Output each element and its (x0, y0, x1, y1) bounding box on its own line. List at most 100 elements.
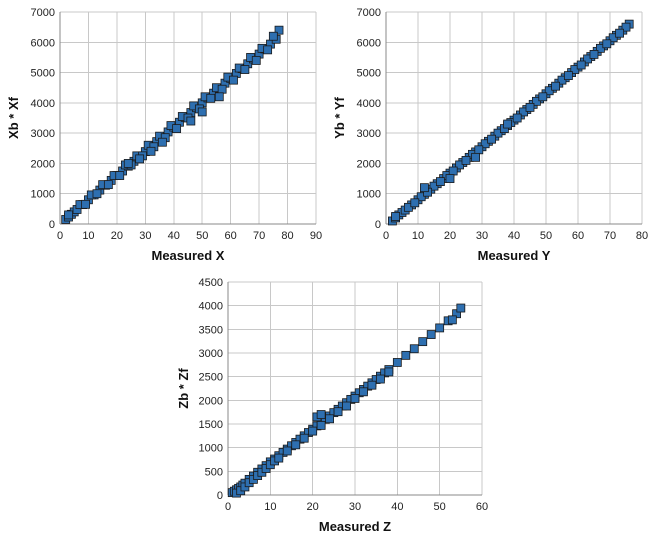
x-tick-label: 40 (168, 230, 180, 242)
y-tick-label: 3000 (31, 128, 55, 140)
scatter-point (229, 75, 238, 85)
scatter-point (316, 421, 326, 430)
chart-x: 0 10 20 30 40 50 60 70 80 90 0 1000 2000 3000 4000 5000… (6, 7, 322, 263)
y-tick-label: 2000 (31, 158, 55, 170)
scatter-point (474, 145, 484, 155)
scatter-point (263, 45, 273, 55)
scatter-point (333, 407, 343, 417)
scatter-point (409, 344, 419, 354)
scatter-point (608, 33, 618, 43)
scatter-point (217, 84, 227, 94)
scatter-point (551, 81, 561, 91)
y-tick-label: 3500 (199, 324, 223, 336)
scatter-point (146, 146, 156, 156)
x-tick-label: 50 (434, 501, 446, 513)
scatter-point (525, 103, 535, 112)
x-tick-label: 60 (225, 230, 237, 242)
x-tick-label: 20 (307, 501, 319, 513)
y-axis-title: Zb * Zf (176, 368, 191, 409)
x-tick-label: 10 (264, 501, 276, 513)
scatter-point (299, 433, 309, 443)
scatter-point (595, 43, 605, 53)
scatter-point (391, 212, 400, 221)
scatter-point (456, 303, 466, 313)
scatter-point (538, 92, 548, 102)
chart-z: 0 10 20 30 40 50 60 0 500 1000 1500 2000 2500 3000 350… (176, 277, 488, 533)
scatter-points (61, 25, 284, 224)
scatter-point (602, 39, 612, 49)
x-tick-label: 30 (139, 230, 151, 242)
y-tick-label: 1000 (199, 443, 223, 455)
scatter-point (115, 171, 125, 180)
x-tick-label: 0 (57, 230, 63, 242)
y-tick-label: 0 (49, 219, 55, 231)
scatter-point (426, 330, 436, 339)
scatter-point (172, 124, 182, 133)
x-tick-label: 50 (540, 230, 552, 242)
y-tick-label: 4000 (31, 98, 55, 110)
scatter-point (81, 199, 90, 209)
y-tick-label: 3000 (199, 348, 223, 360)
x-tick-label: 20 (111, 230, 123, 242)
scatter-point (448, 166, 458, 176)
scatter-point (563, 71, 573, 80)
y-tick-label: 6000 (31, 37, 55, 49)
scatter-point (282, 446, 292, 456)
y-tick-label: 6000 (357, 37, 381, 49)
scatter-point (615, 28, 625, 38)
x-tick-label: 40 (508, 230, 520, 242)
y-tick-label: 2000 (199, 395, 223, 407)
y-tick-label: 7000 (31, 7, 55, 19)
scatter-point (410, 198, 420, 208)
scatter-point (480, 139, 490, 149)
scatter-point (519, 107, 529, 117)
scatter-point (429, 181, 439, 191)
scatter-point (274, 25, 284, 35)
scatter-point (447, 315, 457, 325)
y-tick-label: 0 (375, 219, 381, 231)
scatter-point (570, 65, 580, 74)
scatter-point (401, 350, 411, 360)
scatter-point (268, 31, 278, 41)
scatter-point (420, 183, 429, 193)
y-tick-label: 4500 (199, 277, 223, 289)
y-axis-title: Xb * Xf (6, 96, 21, 139)
y-tick-label: 1000 (357, 189, 381, 201)
scatter-point (493, 128, 503, 138)
scatter-point (503, 119, 513, 129)
scatter-point (435, 323, 445, 333)
x-tick-label: 10 (412, 230, 424, 242)
y-tick-label: 4000 (199, 301, 223, 313)
x-tick-label: 70 (253, 230, 265, 242)
x-axis-title: Measured Y (478, 248, 551, 263)
y-tick-label: 1500 (199, 419, 223, 431)
scatter-point (214, 92, 224, 102)
scatter-points (388, 19, 634, 226)
y-tick-label: 2000 (357, 158, 381, 170)
y-tick-label: 3000 (357, 128, 381, 140)
scatter-point (197, 107, 207, 117)
scatter-point (392, 358, 402, 367)
scatter-point (157, 137, 167, 147)
x-tick-label: 0 (383, 230, 389, 242)
scatter-point (436, 177, 445, 187)
y-tick-label: 0 (217, 490, 223, 502)
scatter-point (325, 414, 335, 424)
y-tick-label: 2500 (199, 372, 223, 384)
scatter-point (186, 116, 196, 126)
scatter-point (445, 174, 455, 183)
y-axis-title: Yb * Yf (332, 97, 347, 139)
scatter-point (135, 154, 145, 164)
x-tick-label: 90 (310, 230, 322, 242)
scatter-point (103, 180, 113, 190)
y-tick-label: 4000 (357, 98, 381, 110)
x-tick-label: 60 (572, 230, 584, 242)
scatter-point (404, 202, 413, 212)
scatter-point (531, 96, 541, 106)
x-tick-label: 70 (604, 230, 616, 242)
x-tick-label: 20 (444, 230, 456, 242)
y-tick-label: 7000 (357, 7, 381, 19)
scatter-point (64, 210, 73, 220)
x-tick-label: 30 (349, 501, 361, 513)
x-tick-label: 40 (391, 501, 403, 513)
